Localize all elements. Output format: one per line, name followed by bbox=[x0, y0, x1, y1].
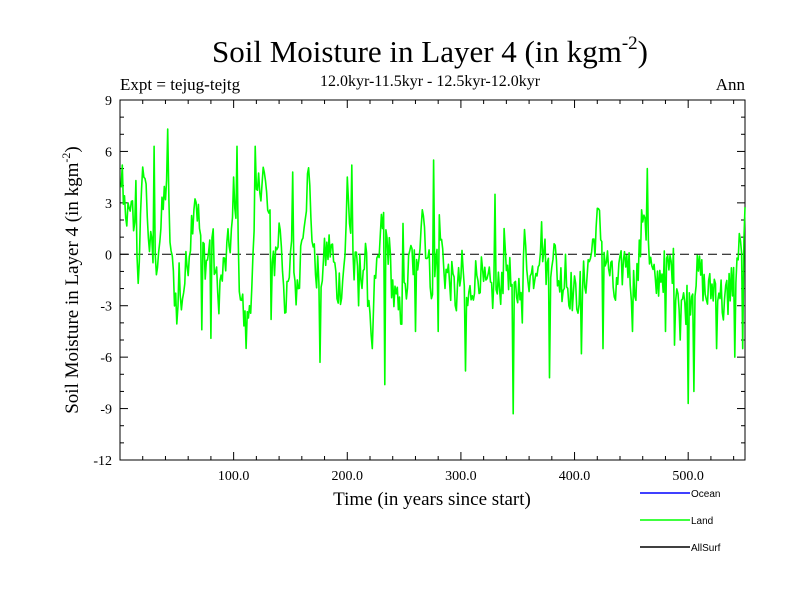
x-tick-label: 500.0 bbox=[672, 469, 704, 484]
x-axis-label: Time (in years since start) bbox=[333, 489, 531, 510]
legend-label-land: Land bbox=[691, 516, 713, 527]
legend: Ocean Land AllSurf bbox=[640, 489, 721, 554]
x-tick-label: 200.0 bbox=[332, 469, 364, 484]
y-tick-label: -9 bbox=[100, 403, 112, 418]
chart-title-close: ) bbox=[638, 34, 648, 69]
y-axis-label-superscript: -2 bbox=[59, 153, 73, 163]
y-tick-label: -3 bbox=[100, 300, 112, 315]
y-tick-label: 0 bbox=[105, 248, 112, 263]
chart-title-superscript: -2 bbox=[622, 33, 638, 54]
x-tick-label: 400.0 bbox=[559, 469, 591, 484]
experiment-label: Expt = tejug-tejtg bbox=[120, 75, 241, 94]
chart-title-main: Soil Moisture in Layer 4 (in kgm bbox=[212, 34, 622, 69]
y-tick-label: 9 bbox=[105, 94, 112, 109]
y-axis-label: Soil Moisture in Layer 4 (in kgm-2) bbox=[59, 146, 83, 414]
y-axis-label-main: Soil Moisture in Layer 4 (in kgm bbox=[62, 162, 83, 413]
y-tick-label: 6 bbox=[105, 145, 112, 160]
plot-series bbox=[120, 128, 746, 415]
x-tick-label: 100.0 bbox=[218, 469, 250, 484]
y-tick-label: 3 bbox=[105, 197, 112, 212]
plot-frame bbox=[119, 99, 746, 461]
chart-title: Soil Moisture in Layer 4 (in kgm-2) bbox=[212, 33, 648, 69]
y-axis-label-close: ) bbox=[62, 146, 83, 152]
y-tick-label: -12 bbox=[93, 454, 112, 469]
series-line-land bbox=[120, 128, 746, 415]
legend-label-ocean: Ocean bbox=[691, 489, 720, 500]
y-axis: -12 -9 -6 -3 0 3 6 9 bbox=[93, 94, 745, 469]
legend-label-allsurf: AllSurf bbox=[691, 543, 721, 554]
season-label: Ann bbox=[716, 75, 746, 94]
y-tick-label: -6 bbox=[100, 351, 112, 366]
chart-subtitle: 12.0kyr-11.5kyr - 12.5kyr-12.0kyr bbox=[320, 73, 541, 90]
x-axis: 100.0 200.0 300.0 400.0 500.0 bbox=[142, 100, 735, 484]
x-tick-label: 300.0 bbox=[445, 469, 477, 484]
